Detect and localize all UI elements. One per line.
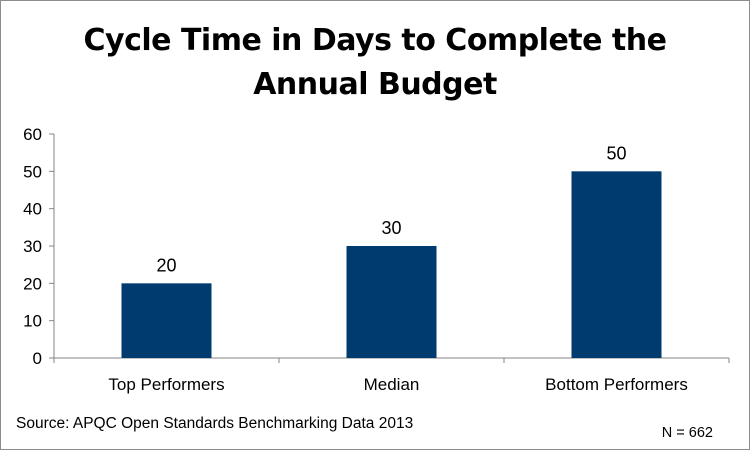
x-category-label: Median [364,375,420,394]
sample-size-note: N = 662 [661,425,713,441]
y-tick-label: 20 [23,274,42,293]
chart-title: Cycle Time in Days to Complete the Annua… [1,19,749,107]
y-tick-label: 0 [33,349,42,368]
x-category-label: Bottom Performers [545,375,688,394]
data-label: 50 [606,143,626,163]
y-tick-label: 60 [23,125,42,144]
y-tick-label: 30 [23,237,42,256]
bar [346,246,437,358]
chart-title-line-1: Cycle Time in Days to Complete the [83,23,667,58]
bar [121,283,212,358]
x-category-label: Top Performers [108,375,224,394]
data-label: 30 [381,218,401,238]
y-tick-label: 10 [23,312,42,331]
source-note: Source: APQC Open Standards Benchmarking… [16,415,414,432]
y-tick-label: 40 [23,200,42,219]
data-label: 20 [156,255,176,275]
bar [571,171,662,358]
chart-title-line-2: Annual Budget [253,67,497,102]
y-tick-label: 50 [23,162,42,181]
